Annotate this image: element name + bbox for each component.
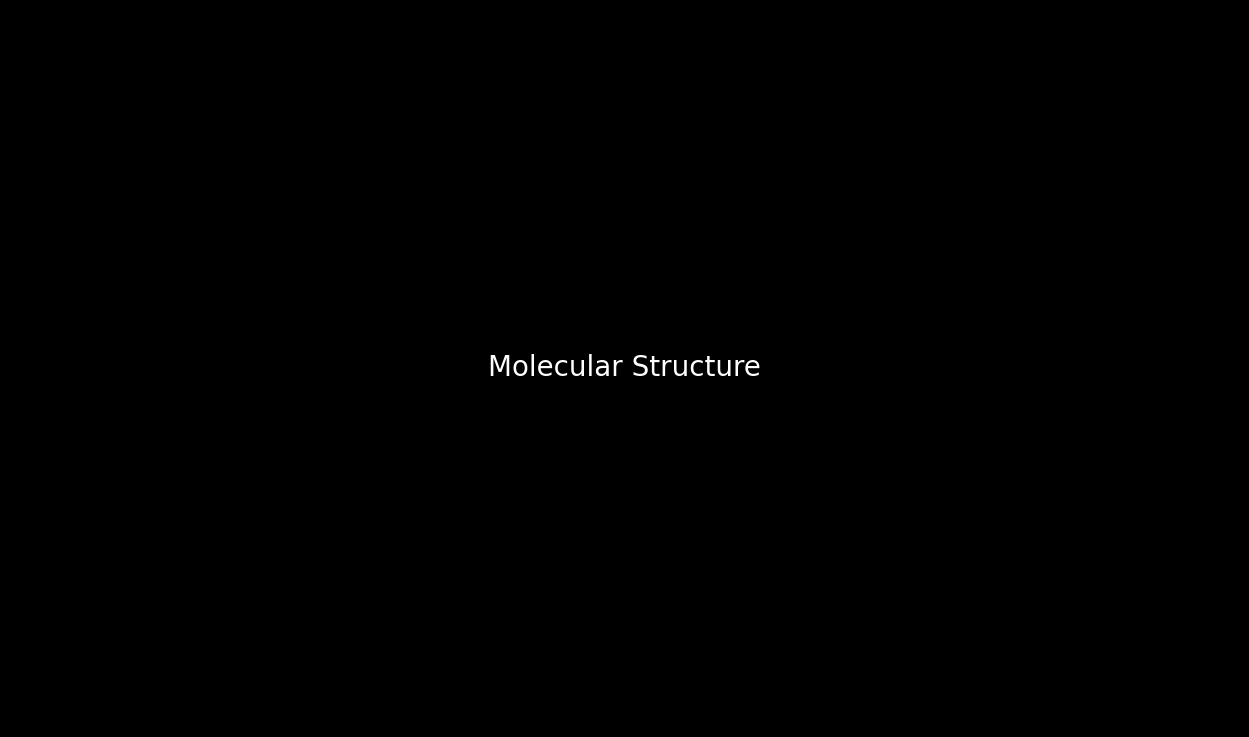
Text: Molecular Structure: Molecular Structure <box>488 354 761 383</box>
